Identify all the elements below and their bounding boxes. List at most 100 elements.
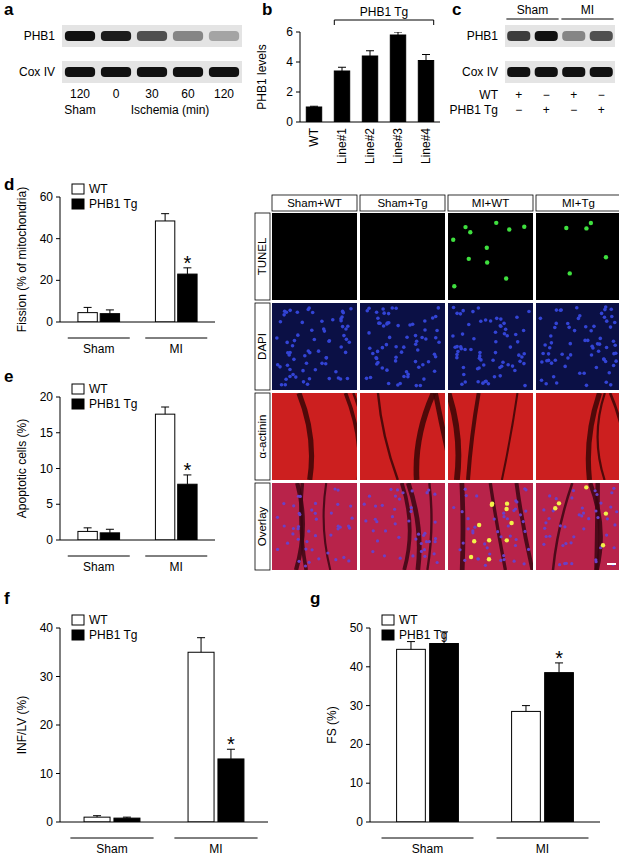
- nucleus: [304, 564, 307, 567]
- nucleus: [604, 381, 608, 385]
- nucleus: [420, 336, 424, 340]
- nucleus: [544, 521, 547, 524]
- x-tick-label: MI: [170, 342, 183, 356]
- y-tick-label: 0: [46, 533, 53, 547]
- nucleus: [423, 555, 426, 558]
- nucleus: [375, 310, 379, 314]
- y-tick-label: 50: [350, 621, 364, 635]
- nucleus: [502, 554, 505, 557]
- nucleus: [405, 370, 409, 374]
- tissue-streak: [502, 393, 518, 480]
- nucleus: [402, 345, 406, 349]
- nucleus: [421, 363, 425, 367]
- x-tick-label: Sham: [83, 560, 114, 574]
- y-tick: [296, 92, 300, 93]
- nucleus: [572, 489, 575, 492]
- nucleus: [549, 334, 553, 338]
- error-bar: [109, 529, 110, 533]
- nucleus: [374, 505, 377, 508]
- nucleus: [591, 346, 595, 350]
- nucleus: [371, 550, 374, 553]
- nucleus: [425, 540, 428, 543]
- nucleus: [347, 559, 350, 562]
- lane-label: 30: [145, 87, 159, 101]
- nucleus: [453, 345, 457, 349]
- micrograph: [448, 303, 533, 390]
- legend-label: WT: [89, 382, 108, 396]
- nucleus: [569, 541, 572, 544]
- nucleus: [609, 325, 613, 329]
- y-tick: [56, 628, 60, 629]
- tunel-positive-cell: [469, 555, 473, 559]
- nucleus: [391, 515, 394, 518]
- blot-row-label: PHB1: [467, 29, 499, 43]
- nucleus: [389, 488, 392, 491]
- nucleus: [555, 381, 559, 385]
- nucleus: [602, 358, 606, 362]
- nucleus: [334, 370, 338, 374]
- x-axis: [60, 540, 215, 541]
- nucleus: [437, 306, 441, 310]
- nucleus: [569, 353, 573, 357]
- nucleus: [513, 369, 517, 373]
- tissue-streak: [427, 483, 431, 570]
- nucleus: [475, 494, 478, 497]
- nucleus: [387, 382, 391, 386]
- nucleus: [522, 329, 526, 333]
- y-axis: [370, 628, 371, 822]
- group-label: MI: [581, 3, 594, 17]
- y-tick-label: 10: [350, 776, 364, 790]
- nucleus: [433, 493, 436, 496]
- x-tick-label: Line#1: [335, 128, 349, 164]
- tissue-streak: [299, 393, 312, 480]
- tissue-streak: [296, 483, 303, 570]
- nucleus: [542, 543, 545, 546]
- nucleus: [414, 360, 418, 364]
- x-tick-label: MI: [209, 842, 222, 856]
- lane-label: 120: [70, 87, 90, 101]
- nucleus: [548, 346, 552, 350]
- error-cap: [84, 307, 92, 308]
- tunel-positive-cell: [505, 501, 509, 505]
- nucleus: [329, 533, 332, 536]
- nucleus: [317, 349, 321, 353]
- nucleus: [381, 504, 384, 507]
- nucleus: [548, 535, 551, 538]
- nucleus: [460, 383, 464, 387]
- nucleus: [522, 520, 525, 523]
- nucleus: [407, 519, 410, 522]
- nucleus: [499, 324, 503, 328]
- nucleus: [540, 360, 544, 364]
- nucleus: [519, 513, 522, 516]
- nucleus: [581, 506, 584, 509]
- nucleus: [405, 335, 409, 339]
- micrograph: [536, 483, 619, 570]
- blot-band: [209, 67, 239, 77]
- nucleus: [578, 314, 582, 318]
- nucleus: [434, 336, 438, 340]
- nucleus: [297, 538, 300, 541]
- nucleus: [381, 307, 385, 311]
- nucleus: [483, 380, 487, 384]
- nucleus: [511, 364, 515, 368]
- legend-label: WT: [89, 182, 108, 196]
- y-tick: [366, 822, 370, 823]
- bar: [306, 107, 321, 122]
- nucleus: [375, 520, 378, 523]
- plot-area: [306, 32, 433, 122]
- tissue-streak: [345, 393, 357, 480]
- nucleus: [433, 369, 437, 373]
- nucleus: [613, 321, 617, 325]
- nucleus: [283, 383, 287, 387]
- x-axis: [300, 122, 440, 123]
- nucleus: [310, 509, 313, 512]
- blot-background: [62, 61, 242, 83]
- nucleus: [349, 307, 353, 311]
- error-bar: [201, 638, 202, 653]
- nucleus: [381, 366, 385, 370]
- tissue-streak: [610, 393, 619, 480]
- bar: [78, 531, 97, 540]
- nucleus: [314, 502, 317, 505]
- nucleus: [477, 306, 481, 310]
- error-cap: [123, 817, 131, 818]
